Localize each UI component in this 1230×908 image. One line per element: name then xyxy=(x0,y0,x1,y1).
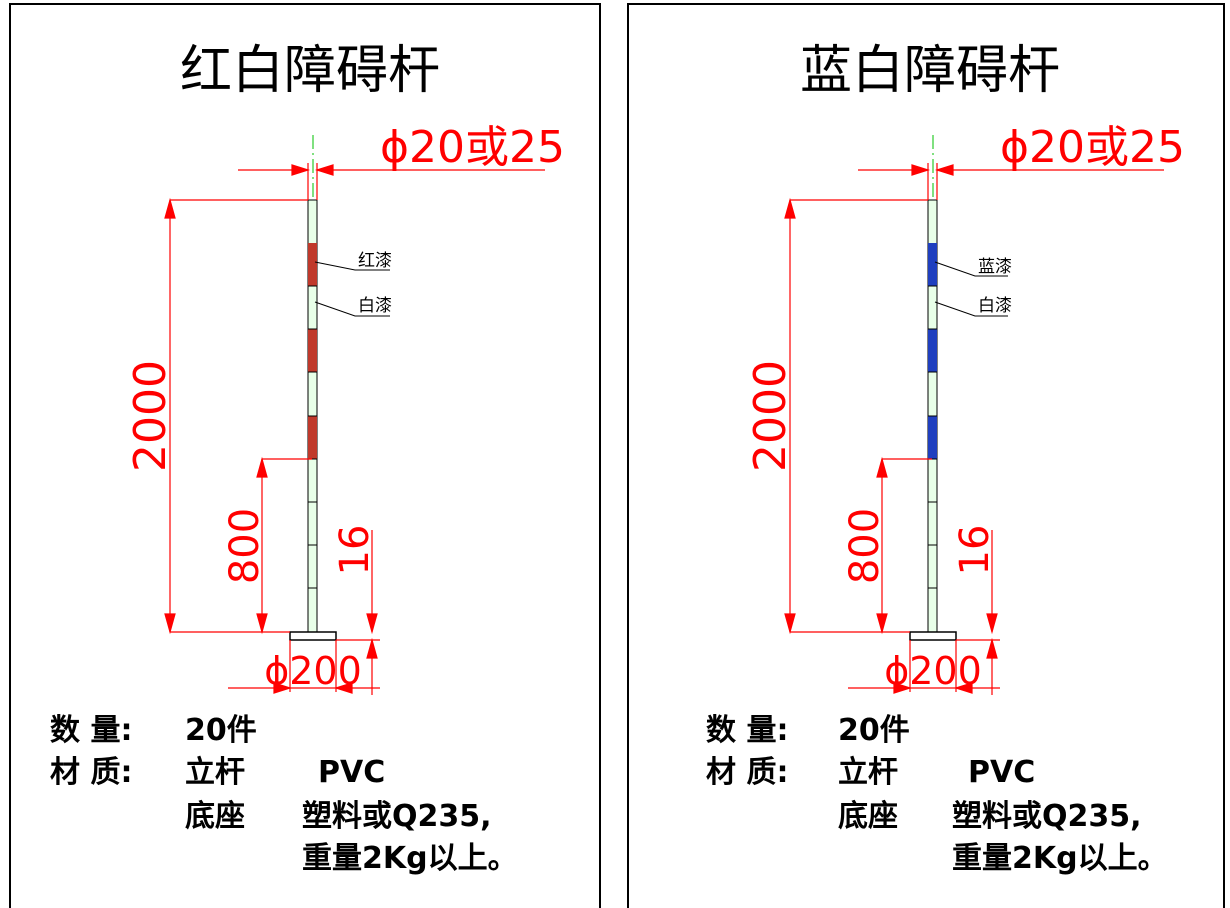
leader-lines xyxy=(314,261,390,317)
spec-base-label: 底座 xyxy=(185,799,245,834)
dim-base: ϕ200 xyxy=(884,649,982,693)
pole-segment-lines xyxy=(308,285,317,589)
red-white-pole-drawing: 红白障碍杆 红漆 白漆 xyxy=(9,3,601,908)
colored-stripe xyxy=(308,416,317,459)
dimension-lines xyxy=(784,163,1164,695)
colored-stripe xyxy=(928,329,937,372)
spec-weight-value: 重量2Kg以上。 xyxy=(302,841,518,876)
spec-pole-label: 立杆 xyxy=(838,755,898,790)
stripe-label: 蓝漆 xyxy=(978,257,1012,277)
spec-qty-label: 数 量: xyxy=(706,713,788,748)
white-label: 白漆 xyxy=(978,296,1012,316)
spec-base-label: 底座 xyxy=(838,799,898,834)
drawing-panel-blue-white: 蓝白障碍杆 蓝漆 白漆 ϕ20或25 2000 xyxy=(624,0,1230,908)
dim-height: 2000 xyxy=(745,360,796,472)
stripe-label: 红漆 xyxy=(358,251,392,271)
dim-mid: 800 xyxy=(842,508,888,584)
dim-small: 16 xyxy=(952,525,998,576)
pole-stripes xyxy=(928,243,937,459)
panel-border xyxy=(627,3,1225,908)
spec-base-value: 塑料或Q235, xyxy=(302,799,492,834)
white-label: 白漆 xyxy=(358,296,392,316)
spec-pole-value: PVC xyxy=(318,755,385,790)
panel-border xyxy=(9,3,601,908)
dim-diameter: ϕ20或25 xyxy=(380,122,565,173)
colored-stripe xyxy=(308,243,317,286)
leader-lines xyxy=(934,261,1008,317)
spec-mat-label: 材 质: xyxy=(706,755,788,790)
dim-diameter: ϕ20或25 xyxy=(1000,122,1185,173)
pole-stripes xyxy=(308,243,317,459)
drawing-panel-red-white: 红白障碍杆 红漆 白漆 xyxy=(0,0,602,908)
spec-qty-label: 数 量: xyxy=(50,713,132,748)
spec-pole-label: 立杆 xyxy=(185,755,245,790)
dim-base: ϕ200 xyxy=(264,649,362,693)
spec-qty-value: 20件 xyxy=(838,713,910,748)
pole-base xyxy=(289,631,337,641)
pole-base xyxy=(909,631,957,641)
dimension-lines xyxy=(164,163,545,695)
dim-mid: 800 xyxy=(222,508,268,584)
panel-title: 红白障碍杆 xyxy=(180,41,440,101)
colored-stripe xyxy=(928,416,937,459)
spec-weight-value: 重量2Kg以上。 xyxy=(952,841,1168,876)
dim-small: 16 xyxy=(332,525,378,576)
dim-height: 2000 xyxy=(125,360,176,472)
spec-pole-value: PVC xyxy=(968,755,1035,790)
blue-white-pole-drawing: 蓝白障碍杆 蓝漆 白漆 ϕ20或25 2000 xyxy=(627,3,1225,908)
spec-base-value: 塑料或Q235, xyxy=(952,799,1142,834)
colored-stripe xyxy=(928,243,937,286)
panel-title: 蓝白障碍杆 xyxy=(800,41,1060,101)
colored-stripe xyxy=(308,329,317,372)
pole-segment-lines xyxy=(928,285,937,589)
spec-qty-value: 20件 xyxy=(185,713,257,748)
spec-mat-label: 材 质: xyxy=(50,755,132,790)
